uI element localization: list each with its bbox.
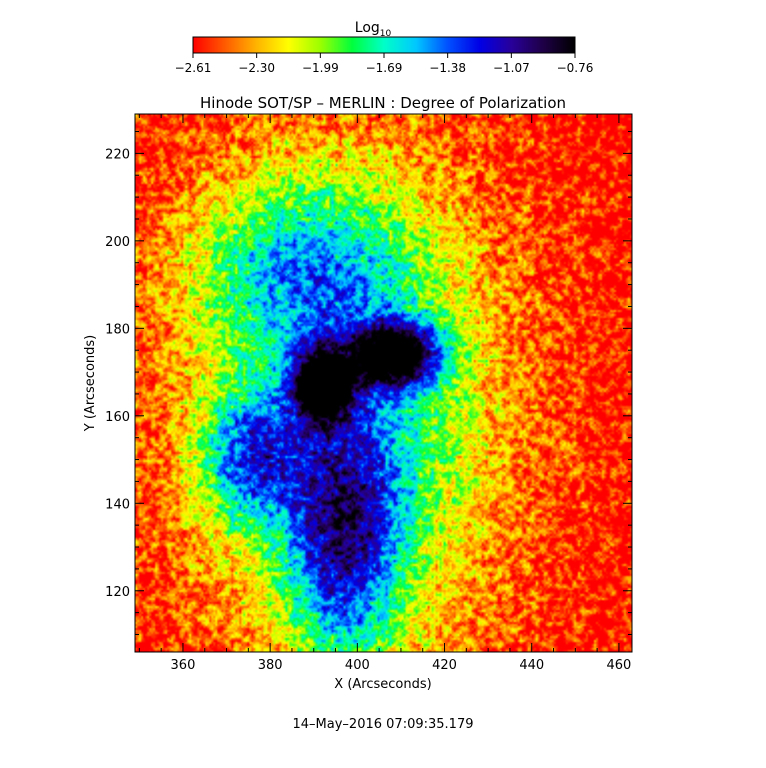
plot-frame <box>134 113 633 653</box>
x-tick-label: 380 <box>258 658 283 673</box>
colorbar-tick-label: −1.99 <box>302 61 339 75</box>
colorbar-tick-label: −1.07 <box>493 61 530 75</box>
x-tick-label: 400 <box>345 658 370 673</box>
chart-title: Hinode SOT/SP – MERLIN : Degree of Polar… <box>200 94 566 112</box>
x-tick-label: 420 <box>432 658 457 673</box>
colorbar-label: Log10 <box>355 20 392 39</box>
colorbar <box>192 36 576 54</box>
colorbar-tick-label: −2.30 <box>238 61 275 75</box>
x-axis-label: X (Arcseconds) <box>334 677 431 692</box>
y-tick-label: 160 <box>105 410 130 425</box>
axis-ticks: 360 380 400 420 440 460 120 140 160 180 200 220 <box>105 114 632 673</box>
y-tick-label: 140 <box>105 497 130 512</box>
x-tick-label: 460 <box>607 658 632 673</box>
plot-area <box>134 113 633 653</box>
x-tick-label: 440 <box>519 658 544 673</box>
x-tick-label: 360 <box>171 658 196 673</box>
y-tick-label: 200 <box>105 235 130 250</box>
y-tick-label: 120 <box>105 585 130 600</box>
timestamp: 14–May–2016 07:09:35.179 <box>293 717 474 732</box>
colorbar-ticks: −2.61 −2.30 −1.99 −1.69 −1.38 −1.07 −0.76 <box>175 53 594 75</box>
y-axis-label: Y (Arcseconds) <box>83 335 98 432</box>
colorbar-tick-label: −2.61 <box>175 61 212 75</box>
y-tick-label: 180 <box>105 322 130 337</box>
heatmap-image <box>135 114 632 652</box>
colorbar-tick-label: −0.76 <box>557 61 594 75</box>
colorbar-tick-label: −1.38 <box>429 61 466 75</box>
colorbar-tick-label: −1.69 <box>366 61 403 75</box>
y-tick-label: 220 <box>105 147 130 162</box>
